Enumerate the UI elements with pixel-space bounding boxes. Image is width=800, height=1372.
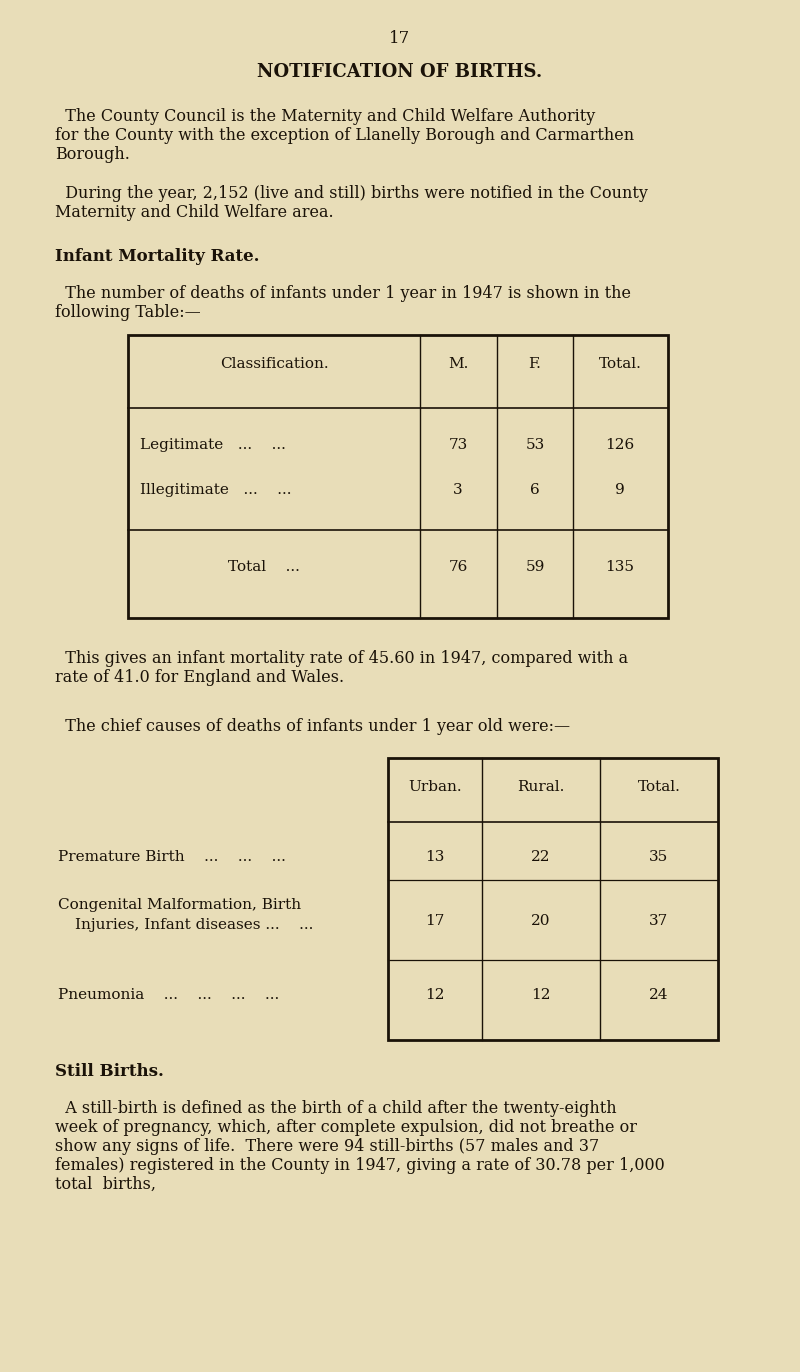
Text: 53: 53 bbox=[526, 438, 545, 451]
Text: A still-birth is defined as the birth of a child after the twenty-eighth: A still-birth is defined as the birth of… bbox=[55, 1100, 617, 1117]
Text: 13: 13 bbox=[426, 851, 445, 864]
Text: Rural.: Rural. bbox=[518, 781, 565, 794]
Text: 12: 12 bbox=[531, 988, 550, 1002]
Text: Total.: Total. bbox=[638, 781, 681, 794]
Text: F.: F. bbox=[529, 357, 542, 370]
Text: week of pregnancy, which, after complete expulsion, did not breathe or: week of pregnancy, which, after complete… bbox=[55, 1120, 637, 1136]
Text: 126: 126 bbox=[606, 438, 634, 451]
Text: Urban.: Urban. bbox=[408, 781, 462, 794]
Text: Maternity and Child Welfare area.: Maternity and Child Welfare area. bbox=[55, 204, 334, 221]
Text: 135: 135 bbox=[606, 560, 634, 573]
Text: total  births,: total births, bbox=[55, 1176, 156, 1194]
Text: 24: 24 bbox=[650, 988, 669, 1002]
Text: 3: 3 bbox=[453, 483, 463, 497]
Text: Still Births.: Still Births. bbox=[55, 1063, 164, 1080]
Bar bbox=[388, 757, 718, 1040]
Text: The County Council is the Maternity and Child Welfare Authority: The County Council is the Maternity and … bbox=[55, 108, 595, 125]
Text: Infant Mortality Rate.: Infant Mortality Rate. bbox=[55, 248, 259, 265]
Text: Injuries, Infant diseases ...    ...: Injuries, Infant diseases ... ... bbox=[75, 918, 314, 932]
Text: 12: 12 bbox=[426, 988, 445, 1002]
Text: 37: 37 bbox=[650, 914, 669, 927]
Text: 20: 20 bbox=[531, 914, 550, 927]
Text: 17: 17 bbox=[390, 30, 410, 47]
Bar bbox=[128, 335, 668, 617]
Text: show any signs of life.  There were 94 still-births (57 males and 37: show any signs of life. There were 94 st… bbox=[55, 1137, 599, 1155]
Text: Total    ...: Total ... bbox=[228, 560, 300, 573]
Text: During the year, 2,152 (live and still) births were notified in the County: During the year, 2,152 (live and still) … bbox=[55, 185, 648, 202]
Text: M.: M. bbox=[448, 357, 468, 370]
Text: 76: 76 bbox=[448, 560, 468, 573]
Text: 6: 6 bbox=[530, 483, 540, 497]
Text: Total.: Total. bbox=[598, 357, 642, 370]
Text: following Table:—: following Table:— bbox=[55, 305, 201, 321]
Text: 59: 59 bbox=[526, 560, 545, 573]
Text: Classification.: Classification. bbox=[220, 357, 328, 370]
Text: Congenital Malformation, Birth: Congenital Malformation, Birth bbox=[58, 899, 301, 912]
Text: 73: 73 bbox=[448, 438, 468, 451]
Text: Premature Birth    ...    ...    ...: Premature Birth ... ... ... bbox=[58, 851, 286, 864]
Text: Pneumonia    ...    ...    ...    ...: Pneumonia ... ... ... ... bbox=[58, 988, 279, 1002]
Text: This gives an infant mortality rate of 45.60 in 1947, compared with a: This gives an infant mortality rate of 4… bbox=[55, 650, 628, 667]
Text: The chief causes of deaths of infants under 1 year old were:—: The chief causes of deaths of infants un… bbox=[55, 718, 570, 735]
Text: females) registered in the County in 1947, giving a rate of 30.78 per 1,000: females) registered in the County in 194… bbox=[55, 1157, 665, 1174]
Text: rate of 41.0 for England and Wales.: rate of 41.0 for England and Wales. bbox=[55, 670, 344, 686]
Text: Illegitimate   ...    ...: Illegitimate ... ... bbox=[140, 483, 291, 497]
Text: The number of deaths of infants under 1 year in 1947 is shown in the: The number of deaths of infants under 1 … bbox=[55, 285, 631, 302]
Text: 22: 22 bbox=[531, 851, 550, 864]
Text: Borough.: Borough. bbox=[55, 145, 130, 163]
Text: 17: 17 bbox=[426, 914, 445, 927]
Text: 35: 35 bbox=[650, 851, 669, 864]
Text: 9: 9 bbox=[615, 483, 625, 497]
Text: for the County with the exception of Llanelly Borough and Carmarthen: for the County with the exception of Lla… bbox=[55, 128, 634, 144]
Text: Legitimate   ...    ...: Legitimate ... ... bbox=[140, 438, 286, 451]
Text: NOTIFICATION OF BIRTHS.: NOTIFICATION OF BIRTHS. bbox=[258, 63, 542, 81]
